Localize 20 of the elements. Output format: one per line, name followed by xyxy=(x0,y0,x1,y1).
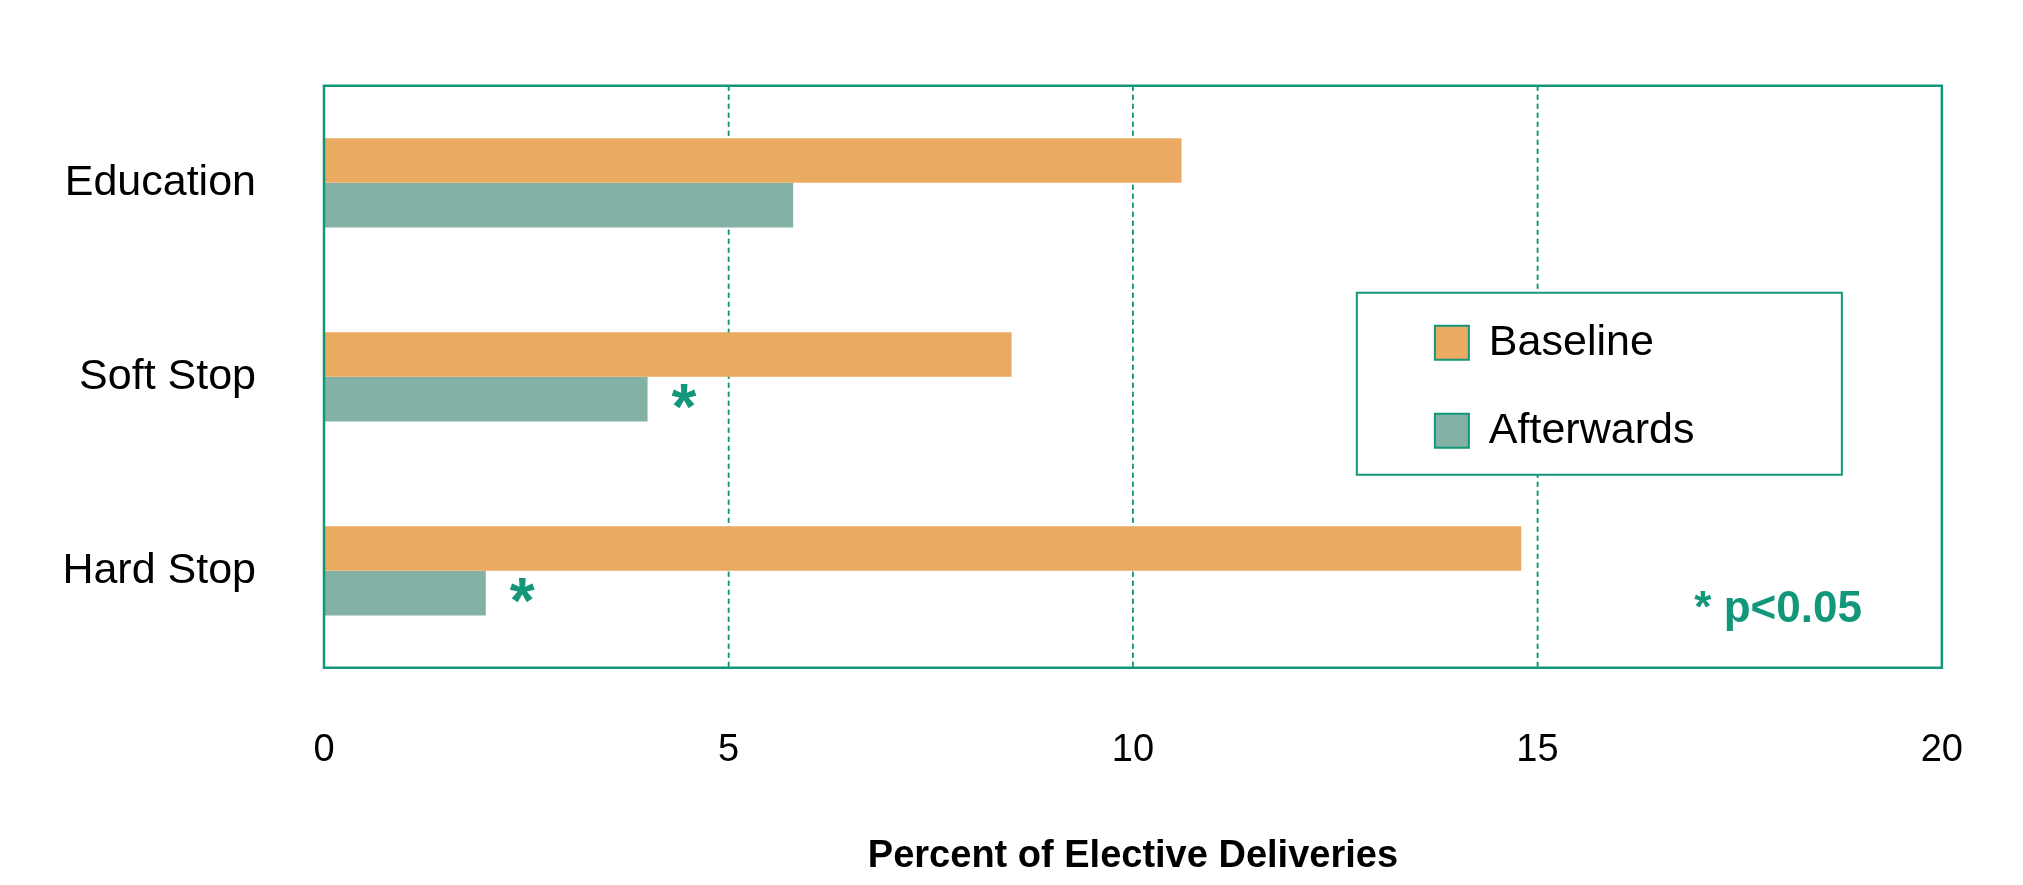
bar xyxy=(324,138,1182,183)
bar xyxy=(324,376,648,422)
x-axis-title: Percent of Elective Deliveries xyxy=(867,832,1399,875)
y-tick-label: Hard Stop xyxy=(62,543,256,592)
bar xyxy=(324,182,794,228)
annotation: * xyxy=(509,564,535,637)
y-tick-label: Soft Stop xyxy=(79,349,256,398)
x-tick-label: 20 xyxy=(1920,727,1964,770)
x-tick-label: 15 xyxy=(1516,727,1559,770)
annotation: * p<0.05 xyxy=(1694,581,1862,631)
legend-label: Afterwards xyxy=(1488,403,1695,452)
legend-label: Baseline xyxy=(1488,315,1654,364)
x-tick-label: 10 xyxy=(1111,727,1155,770)
bar xyxy=(324,526,1522,571)
bar xyxy=(324,332,1012,377)
y-tick-label: Education xyxy=(64,155,256,204)
x-tick-label: 5 xyxy=(717,727,740,770)
annotation: * xyxy=(671,370,697,443)
bar xyxy=(324,570,486,616)
x-tick-label: 0 xyxy=(313,727,335,770)
